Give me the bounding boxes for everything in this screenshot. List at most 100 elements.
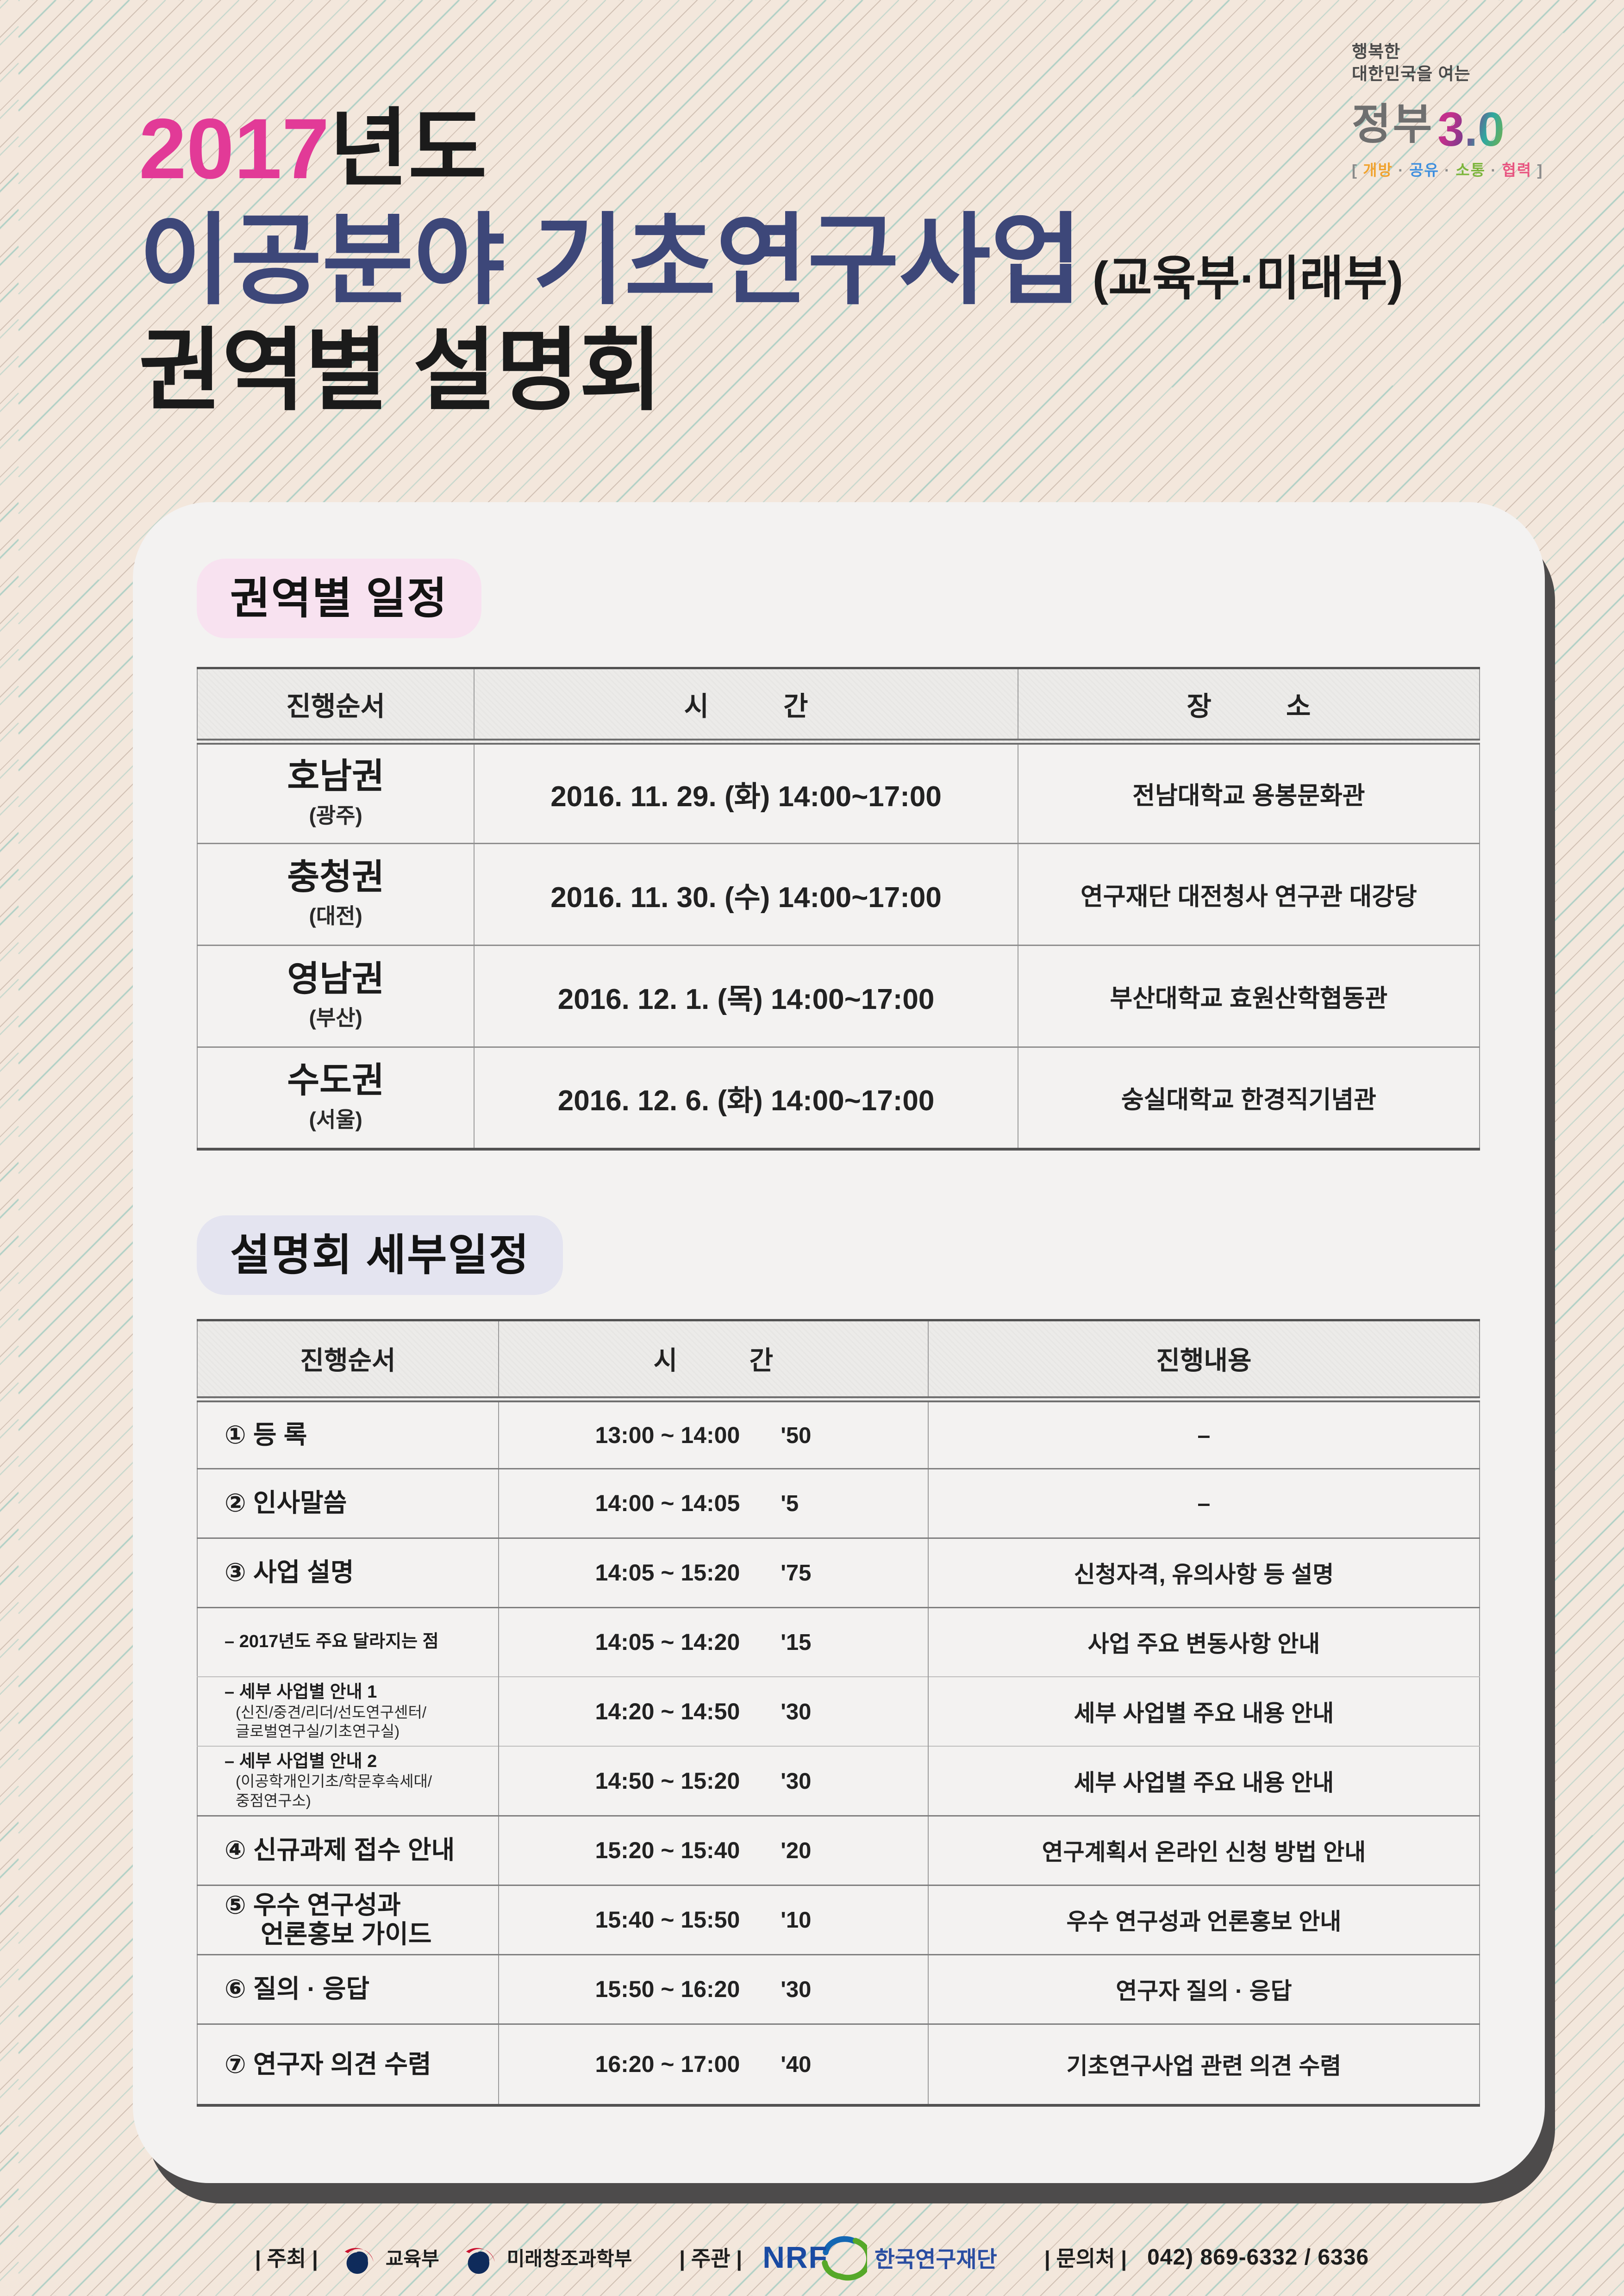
order-label: ② 인사말씀 [225, 1488, 347, 1518]
col-header-place: 장 소 [1017, 668, 1480, 745]
gov30-separator: · [1444, 162, 1451, 179]
contact-number: 042) 869-6332 / 6336 [1147, 2245, 1369, 2270]
table-row: ② 인사말씀 14:00 ~ 14:05 '5 – [197, 1468, 1480, 1538]
time-range: 14:50 ~ 15:20 [595, 1767, 740, 1794]
content-cell: 기초연구사업 관련 의견 수렴 [927, 2023, 1480, 2105]
title-line-program: 이공분야 기초연구사업 (교육부·미래부) [139, 207, 1403, 314]
order-label: ⑦ 연구자 의견 수렴 [225, 2049, 431, 2078]
order-cell: – 세부 사업별 안내 2 (이공학개인기초/학문후속세대/ 중점연구소) [197, 1746, 499, 1816]
detail-schedule-table: 진행순서 시 간 진행내용 ① 등 록 13:00 ~ 14:00 '50 [197, 1319, 1480, 2107]
host-label: | 주최 | [255, 2246, 318, 2271]
time-cell: 16:20 ~ 17:00 '40 [498, 2023, 928, 2105]
region-cell: 영남권 (부산) [197, 945, 475, 1047]
region-name: 영남권 [287, 959, 385, 999]
content-cell: 연구자 질의 · 응답 [927, 1954, 1480, 2024]
time-range: 13:00 ~ 14:00 [595, 1422, 740, 1448]
time-cell: 15:20 ~ 15:40 '20 [498, 1815, 928, 1885]
table-row: ⑥ 질의 · 응답 15:50 ~ 16:20 '30 연구자 질의 · 응답 [197, 1954, 1480, 2024]
duration: '20 [781, 1838, 812, 1863]
table-subrow: – 2017년도 주요 달라지는 점 14:05 ~ 14:20 '15 사업 주… [197, 1606, 1480, 1677]
order-label: – 세부 사업별 안내 2 [225, 1751, 377, 1771]
region-name: 수도권 [287, 1060, 385, 1100]
gov30-separator: · [1491, 162, 1497, 179]
title-year: 2017 [139, 101, 330, 197]
col-header-time: 시 간 [498, 1320, 928, 1402]
gov30-bracket-right: ] [1537, 162, 1543, 179]
time-cell: 14:50 ~ 15:20 '30 [498, 1746, 928, 1816]
ministry-msip: 미래창조과학부 [460, 2237, 632, 2277]
table-header-row: 진행순서 시 간 진행내용 [197, 1320, 1480, 1402]
order-cell: ① 등 록 [197, 1399, 499, 1468]
gov30-value-share: 공유 [1409, 162, 1439, 179]
place-cell: 전남대학교 용봉문화관 [1017, 741, 1480, 844]
content-cell: 연구계획서 온라인 신청 방법 안내 [927, 1815, 1480, 1885]
time-cell: 14:05 ~ 14:20 '15 [498, 1606, 928, 1677]
ministry-moe: 교육부 [338, 2237, 439, 2277]
table-subrow: – 세부 사업별 안내 1 (신진/중견/리더/선도연구센터/ 글로벌연구실/기… [197, 1676, 1480, 1746]
duration: '10 [781, 1908, 812, 1933]
region-city: (서울) [309, 1107, 362, 1132]
ministry-msip-name: 미래창조과학부 [506, 2247, 632, 2270]
content-cell: 사업 주요 변동사항 안내 [927, 1606, 1480, 1677]
region-city: (대전) [309, 904, 362, 928]
time-range: 14:00 ~ 14:05 [595, 1490, 740, 1516]
order-cell: ③ 사업 설명 [197, 1537, 499, 1607]
time-cell: 2016. 12. 1. (목) 14:00~17:00 [474, 945, 1018, 1047]
order-label-line2: 언론홍보 가이드 [261, 1920, 432, 1948]
gov30-value-coop: 협력 [1502, 162, 1532, 179]
col-header-order: 진행순서 [197, 668, 475, 745]
poster-title: 2017년도 이공분야 기초연구사업 (교육부·미래부) 권역별 설명회 [139, 104, 1403, 418]
region-name: 호남권 [287, 757, 385, 796]
region-cell: 호남권 (광주) [197, 742, 474, 844]
duration: '30 [781, 1699, 812, 1724]
order-note: (신진/중견/리더/선도연구센터/ 글로벌연구실/기초연구실) [236, 1703, 426, 1740]
time-cell: 14:00 ~ 14:05 '5 [498, 1468, 928, 1538]
gov30-values: [ 개방 · 공유 · 소통 · 협력 ] [1352, 158, 1546, 180]
content-cell: 우수 연구성과 언론홍보 안내 [927, 1884, 1480, 1954]
time-range: 15:20 ~ 15:40 [595, 1837, 740, 1863]
region-city: (광주) [309, 803, 362, 828]
place-cell: 부산대학교 효원산학협동관 [1017, 945, 1480, 1047]
table-subrow: – 세부 사업별 안내 2 (이공학개인기초/학문후속세대/ 중점연구소) 14… [197, 1746, 1480, 1816]
nrf-logo-text: NRF [762, 2240, 828, 2274]
time-range: 14:05 ~ 14:20 [595, 1629, 740, 1655]
footer: | 주최 | 교육부 미래창조과학부 | 주관 | NRF [0, 2227, 1624, 2287]
content-card: 권역별 일정 진행순서 시 간 장 소 호남권 (광주) [133, 502, 1545, 2183]
time-cell: 13:00 ~ 14:00 '50 [498, 1399, 928, 1468]
content-cell: 세부 사업별 주요 내용 안내 [927, 1746, 1480, 1816]
order-label: – 세부 사업별 안내 1 [225, 1682, 377, 1702]
gov30-brandline: 정부 3.0 [1352, 90, 1546, 156]
time-range: 15:50 ~ 16:20 [595, 1976, 740, 2002]
table-row: 호남권 (광주) 2016. 11. 29. (화) 14:00~17:00 전… [197, 741, 1480, 844]
place-cell: 연구재단 대전청사 연구관 대강당 [1017, 843, 1480, 946]
title-program: 이공분야 기초연구사업 [139, 205, 1082, 317]
nrf-name: 한국연구재단 [874, 2247, 997, 2272]
duration: '40 [781, 2052, 812, 2078]
gov30-value-comm: 소통 [1455, 162, 1486, 179]
table-row: ④ 신규과제 접수 안내 15:20 ~ 15:40 '20 연구계획서 온라인 … [197, 1815, 1480, 1885]
organizer-label: | 주관 | [679, 2246, 743, 2271]
region-city: (부산) [309, 1006, 362, 1030]
table-row: ⑦ 연구자 의견 수렴 16:20 ~ 17:00 '40 기초연구사업 관련 의… [197, 2023, 1480, 2105]
gov30-bracket-left: [ [1352, 162, 1358, 179]
time-cell: 2016. 11. 29. (화) 14:00~17:00 [474, 741, 1018, 844]
order-label: – 2017년도 주요 달라지는 점 [225, 1632, 439, 1652]
duration: '50 [781, 1423, 812, 1448]
time-cell: 15:50 ~ 16:20 '30 [498, 1954, 928, 2024]
order-cell: ⑥ 질의 · 응답 [197, 1954, 499, 2024]
order-label: ① 등 록 [225, 1420, 307, 1449]
table-row: ③ 사업 설명 14:05 ~ 15:20 '75 신청자격, 유의사항 등 설명 [197, 1537, 1480, 1607]
nrf-swoosh-icon [822, 2236, 867, 2281]
gov30-logo: 행복한 대한민국을 여는 정부 3.0 [ 개방 · 공유 · 소통 · 협력 … [1352, 41, 1546, 180]
order-cell: – 세부 사업별 안내 1 (신진/중견/리더/선도연구센터/ 글로벌연구실/기… [197, 1676, 499, 1746]
gov30-brand-number: 3.0 [1437, 102, 1505, 156]
content-cell: – [927, 1399, 1480, 1468]
order-cell: ⑤ 우수 연구성과 언론홍보 가이드 [197, 1884, 499, 1954]
time-cell: 2016. 12. 6. (화) 14:00~17:00 [474, 1046, 1018, 1149]
order-note: (이공학개인기초/학문후속세대/ 중점연구소) [236, 1773, 432, 1809]
order-cell: ④ 신규과제 접수 안내 [197, 1815, 499, 1885]
region-name: 충청권 [287, 857, 385, 897]
table-row: ⑤ 우수 연구성과 언론홍보 가이드 15:40 ~ 15:50 '10 우수 연… [197, 1884, 1480, 1954]
time-cell: 2016. 11. 30. (수) 14:00~17:00 [474, 843, 1018, 946]
gov30-separator: · [1398, 162, 1405, 179]
